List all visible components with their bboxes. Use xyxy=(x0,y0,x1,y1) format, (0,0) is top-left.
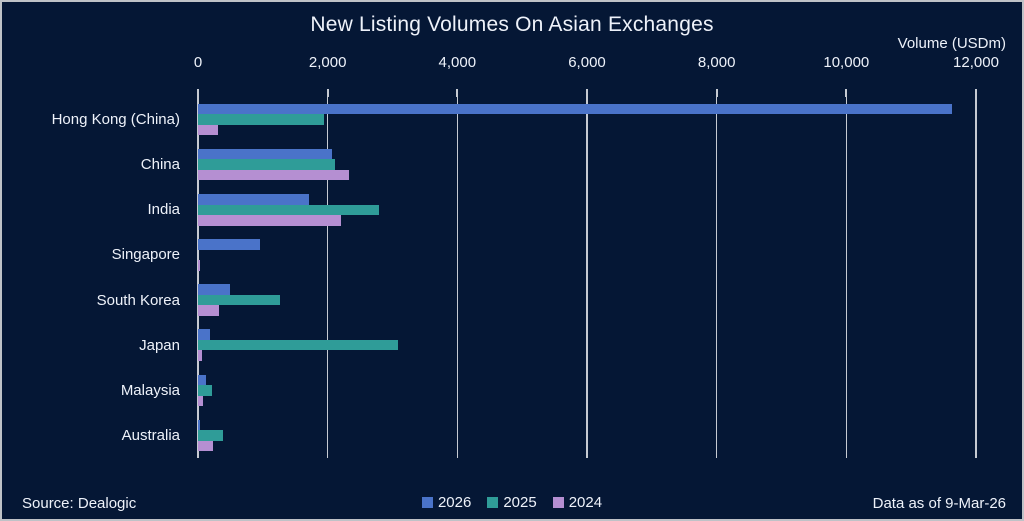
bar-2026-india xyxy=(198,194,309,205)
legend-item-2024: 2024 xyxy=(552,494,603,511)
x-tick-mark-6000 xyxy=(586,89,588,97)
source-label: Source: Dealogic xyxy=(22,495,137,512)
category-label-india: India xyxy=(147,201,180,219)
category-label-malaysia: Malaysia xyxy=(120,381,180,399)
bar-2024-japan xyxy=(198,350,202,361)
gridline-12000 xyxy=(975,97,977,458)
x-tick-label-12000: 12,000 xyxy=(953,54,999,71)
gridline-2000 xyxy=(326,97,329,458)
gridline-10000 xyxy=(845,97,848,458)
legend-label-2026: 2026 xyxy=(437,494,472,511)
legend-swatch-2024 xyxy=(552,497,564,508)
category-label-japan: Japan xyxy=(139,336,180,354)
x-tick-label-8000: 8,000 xyxy=(697,54,736,71)
x-axis-title: Volume (USDm) xyxy=(897,35,1006,52)
x-tick-mark-2000 xyxy=(326,89,329,97)
bar-2025-australia xyxy=(198,430,224,441)
gridline-0 xyxy=(197,97,199,458)
bar-2024-china xyxy=(198,169,350,181)
category-label-china: China xyxy=(140,156,180,174)
gridline-6000 xyxy=(586,97,588,458)
bar-2026-singapore xyxy=(198,239,261,250)
bar-2025-india xyxy=(198,204,379,216)
legend: 2026 2025 2024 xyxy=(2,494,1022,511)
category-label-hong-kong-china: Hong Kong (China) xyxy=(51,111,180,129)
legend-label-2025: 2025 xyxy=(503,494,537,511)
x-tick-mark-12000 xyxy=(975,89,977,97)
as-of-label: Data as of 9-Mar-26 xyxy=(872,495,1006,512)
bar-2024-singapore xyxy=(198,260,200,271)
bar-2026-china xyxy=(198,148,332,160)
bar-2026-australia xyxy=(198,419,200,431)
bar-2025-japan xyxy=(198,339,399,351)
x-tick-mark-0 xyxy=(197,89,199,97)
category-label-singapore: Singapore xyxy=(111,246,180,264)
bar-2026-malaysia xyxy=(198,374,206,386)
chart-title: New Listing Volumes On Asian Exchanges xyxy=(310,13,714,36)
bar-2024-malaysia xyxy=(198,395,204,407)
bar-2026-south-korea xyxy=(198,284,230,295)
legend-swatch-2026 xyxy=(421,497,433,508)
x-tick-mark-8000 xyxy=(715,89,718,97)
bar-2026-japan xyxy=(198,329,210,340)
category-label-australia: Australia xyxy=(121,426,180,444)
x-tick-label-0: 0 xyxy=(193,54,203,71)
gridline-8000 xyxy=(715,97,718,458)
bar-2025-south-korea xyxy=(198,294,280,306)
x-tick-mark-10000 xyxy=(845,89,848,97)
bar-2024-australia xyxy=(198,440,213,452)
bar-2025-china xyxy=(198,159,336,170)
x-tick-mark-4000 xyxy=(456,89,459,97)
x-tick-label-2000: 2,000 xyxy=(308,54,347,71)
x-tick-label-6000: 6,000 xyxy=(568,54,606,71)
legend-item-2025: 2025 xyxy=(487,494,537,511)
x-tick-label-10000: 10,000 xyxy=(823,54,870,71)
legend-swatch-2025 xyxy=(487,497,499,508)
bar-2025-hong-kong-china xyxy=(198,114,325,125)
legend-item-2026: 2026 xyxy=(421,494,472,511)
gridline-4000 xyxy=(456,97,459,458)
legend-label-2024: 2024 xyxy=(568,494,603,511)
bar-2025-malaysia xyxy=(198,385,212,396)
category-label-south-korea: South Korea xyxy=(96,291,180,309)
x-tick-label-4000: 4,000 xyxy=(438,54,477,71)
bar-2026-hong-kong-china xyxy=(198,103,952,115)
bar-2024-india xyxy=(198,215,342,226)
bar-2024-south-korea xyxy=(198,305,220,316)
bar-2024-hong-kong-china xyxy=(198,124,219,136)
